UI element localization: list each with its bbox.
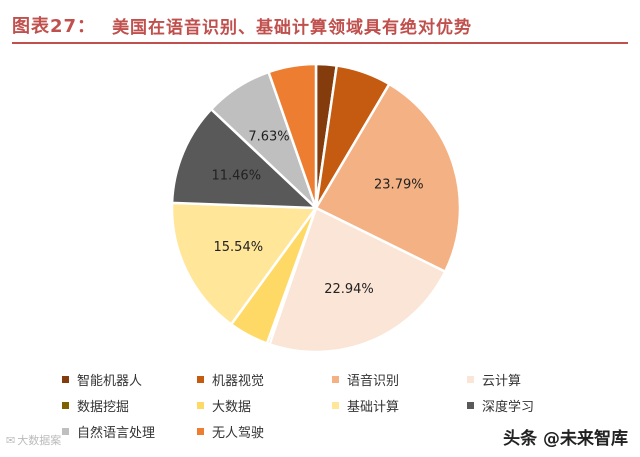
legend-swatch [197, 376, 204, 383]
data-label-9: 7.63% [248, 130, 289, 145]
pie-slice-7 [170, 201, 319, 327]
watermark-right: 头条 @未来智库 [503, 429, 628, 449]
legend-label: 语音识别 [347, 374, 400, 389]
legend-label: 智能机器人 [77, 374, 143, 389]
legend-swatch [197, 402, 204, 409]
legend-item: 无人驾驶 [197, 422, 332, 441]
figure-label: 图表27： [12, 16, 97, 37]
legend-swatch [467, 402, 474, 409]
legend-swatch [332, 402, 339, 409]
legend-item: 智能机器人 [62, 370, 197, 389]
legend-swatch [62, 402, 69, 409]
legend-label: 深度学习 [482, 400, 535, 415]
legend-label: 云计算 [482, 374, 522, 389]
weibo-icon: ✉ [6, 434, 16, 447]
legend-label: 大数据 [212, 400, 252, 415]
pie-slice-10 [266, 62, 318, 209]
legend-swatch [467, 376, 474, 383]
legend-item: 大数据 [197, 396, 332, 415]
figure-title: 美国在语音识别、基础计算领域具有绝对优势 [112, 17, 473, 38]
legend-label: 无人驾驶 [212, 426, 265, 441]
watermark-left: ✉ 大数据案 [6, 432, 61, 448]
legend-swatch [332, 376, 339, 383]
legend-item: 语音识别 [332, 370, 467, 389]
legend-swatch [62, 428, 69, 435]
legend-label: 自然语言处理 [77, 426, 156, 441]
watermark-left-text: 大数据案 [17, 434, 62, 447]
legend-item: 云计算 [467, 370, 602, 389]
legend-swatch [62, 376, 69, 383]
legend-item: 机器视觉 [197, 370, 332, 389]
data-label-4: 22.94% [324, 282, 374, 297]
legend-swatch [197, 428, 204, 435]
legend-label: 数据挖掘 [77, 400, 130, 415]
chart-legend: 智能机器人 机器视觉 语音识别 云计算数据挖掘 大数据 基础计算 深度学习自然语言处理 无人驾… [62, 370, 602, 441]
legend-item: 数据挖掘 [62, 396, 197, 415]
legend-item: 基础计算 [332, 396, 467, 415]
data-label-7: 15.54% [214, 240, 264, 255]
legend-label: 机器视觉 [212, 374, 265, 389]
figure-header: 图表27： 美国在语音识别、基础计算领域具有绝对优势 [12, 8, 628, 44]
legend-item: 深度学习 [467, 396, 602, 415]
legend-label: 基础计算 [347, 400, 400, 415]
pie-slice-8 [170, 107, 320, 210]
pie-slice-4 [267, 206, 447, 354]
legend-item: 自然语言处理 [62, 422, 197, 441]
data-label-3: 23.79% [374, 177, 424, 192]
data-label-8: 11.46% [211, 169, 261, 184]
